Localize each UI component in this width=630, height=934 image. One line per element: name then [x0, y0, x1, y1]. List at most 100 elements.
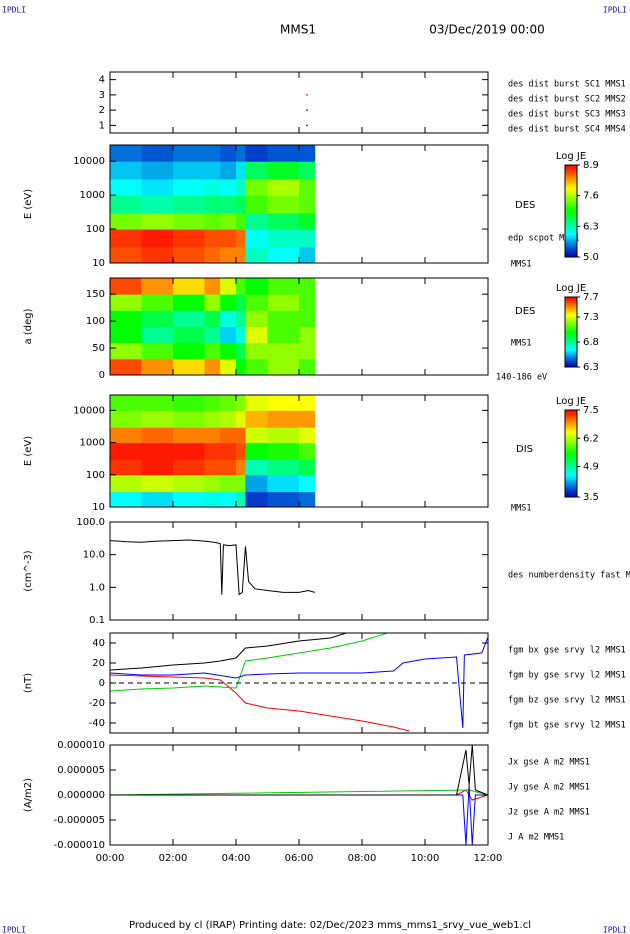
- y-tick-label: 150: [86, 289, 105, 300]
- colorbar-segment: [565, 232, 577, 235]
- colorbar-tick-label: 4.9: [583, 462, 599, 473]
- colorbar-segment: [565, 235, 577, 238]
- heatmap-cell: [141, 442, 174, 460]
- heatmap-cell: [110, 358, 142, 375]
- y-tick-label: 2: [99, 105, 105, 116]
- heatmap-cell: [141, 342, 174, 360]
- heatmap-cell: [141, 326, 174, 344]
- colorbar-segment: [565, 482, 577, 485]
- heatmap-cell: [236, 278, 246, 295]
- colorbar-segment: [565, 180, 577, 183]
- colorbar-segment: [565, 183, 577, 186]
- heatmap-cell: [204, 294, 221, 311]
- heatmap-cell: [220, 212, 237, 230]
- colorbar-segment: [565, 241, 577, 244]
- heatmap-cell: [173, 459, 205, 476]
- heatmap-cell: [110, 145, 142, 162]
- heatmap-cell: [110, 491, 142, 507]
- data-line: [110, 789, 488, 796]
- colorbar-segment: [565, 212, 577, 215]
- heatmap-cell: [245, 459, 268, 476]
- legend-entry: Jx gse A m2 MMS1: [508, 758, 590, 768]
- heatmap-cell: [110, 310, 142, 327]
- heatmap-cell: [110, 410, 142, 428]
- heatmap-cell: [299, 474, 316, 493]
- heatmap-cell: [220, 459, 237, 476]
- colorbar-segment: [565, 234, 577, 236]
- heatmap-cell: [110, 442, 142, 460]
- colorbar-segment: [565, 495, 577, 498]
- colorbar-segment: [565, 460, 577, 463]
- colorbar-segment: [565, 481, 577, 483]
- colorbar-segment: [565, 184, 577, 187]
- heatmap-cell: [267, 246, 300, 263]
- colorbar-segment: [565, 418, 577, 421]
- colorbar-segment: [565, 323, 577, 326]
- heatmap-cell: [141, 410, 174, 428]
- heatmap-cell: [299, 459, 316, 476]
- colorbar-segment: [565, 449, 577, 451]
- colorbar-segment: [565, 337, 577, 340]
- heatmap-cell: [173, 161, 205, 180]
- heatmap-cell: [173, 442, 205, 460]
- heatmap-cell: [245, 358, 268, 375]
- colorbar-segment: [565, 433, 577, 436]
- heatmap-cell: [299, 395, 316, 411]
- colorbar-segment: [565, 456, 577, 459]
- colorbar-segment: [565, 470, 577, 473]
- heatmap-cell: [204, 229, 221, 248]
- panel-label: des numberdensity fast M: [508, 571, 630, 581]
- heatmap-cell: [110, 229, 142, 248]
- heatmap-cell: [245, 474, 268, 493]
- colorbar-segment: [565, 305, 577, 307]
- heatmap-cell: [245, 212, 268, 230]
- y-tick-label: -0.000010: [54, 840, 105, 851]
- heatmap-cell: [141, 145, 174, 162]
- heatmap-cell: [110, 178, 142, 196]
- y-tick-label: 0.000000: [57, 790, 105, 801]
- y-tick-label: -20: [89, 698, 105, 709]
- colorbar-segment: [565, 224, 577, 227]
- heatmap-cell: [204, 145, 221, 162]
- colorbar-segment: [565, 473, 577, 476]
- colorbar-segment: [565, 250, 577, 253]
- colorbar-segment: [565, 178, 577, 181]
- colorbar-segment: [565, 475, 577, 478]
- colorbar-segment: [565, 315, 577, 318]
- heatmap-cell: [220, 358, 237, 375]
- heatmap-cell: [141, 278, 174, 295]
- colorbar-segment: [565, 309, 577, 312]
- colorbar-segment: [565, 439, 577, 441]
- colorbar-segment: [565, 457, 577, 460]
- colorbar-segment: [565, 363, 577, 366]
- heatmap-cell: [267, 491, 300, 507]
- colorbar-segment: [565, 316, 577, 319]
- heatmap-cell: [236, 395, 246, 411]
- data-line: [110, 745, 488, 796]
- colorbar-segment: [565, 415, 577, 418]
- y-tick-label: 0: [99, 678, 105, 689]
- panel-label: edp scpot MMS1: [508, 234, 580, 244]
- colorbar-segment: [565, 342, 577, 345]
- colorbar-segment: [565, 174, 577, 177]
- colorbar-segment: [565, 489, 577, 492]
- colorbar-segment: [565, 255, 577, 258]
- heatmap-cell: [299, 178, 316, 196]
- colorbar-segment: [565, 297, 577, 299]
- colorbar-segment: [565, 437, 577, 440]
- heatmap-cell: [173, 212, 205, 230]
- y-tick-label: 40: [92, 638, 105, 649]
- colorbar-segment: [565, 446, 577, 449]
- data-line: [110, 636, 488, 729]
- heatmap-cell: [173, 326, 205, 344]
- y-axis-label: (nT): [23, 673, 34, 693]
- colorbar-segment: [565, 410, 577, 412]
- colorbar-segment: [565, 217, 577, 220]
- panel-label: DES: [515, 306, 535, 317]
- colorbar-segment: [565, 463, 577, 466]
- heatmap-cell: [267, 310, 300, 327]
- heatmap-cell: [204, 459, 221, 476]
- colorbar-segment: [565, 253, 577, 256]
- legend-entry: J A m2 MMS1: [508, 833, 564, 843]
